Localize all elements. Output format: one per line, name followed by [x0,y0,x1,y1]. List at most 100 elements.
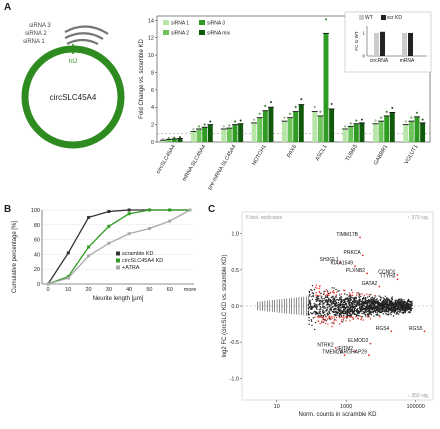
chart-c-highlight-point [334,347,337,349]
chart-c-gene-point [345,297,347,299]
chart-c-gene-point [307,304,309,306]
chart-c-gene-point [333,320,335,322]
chart-c-gene-point [383,305,386,308]
chart-c-gene-point [398,308,400,310]
chart-c-gene-point [330,316,333,318]
chart-c-gene-point [319,323,321,325]
chart-c-gene-point [382,306,384,308]
chart-c-gene-point [406,303,409,305]
chart-c-gene-point [401,299,403,301]
chart-c-gene-point [374,310,377,313]
replicate-point [344,125,347,128]
chart-c-gene-point [358,301,360,303]
bar [348,126,354,142]
chart-c-gene-point [338,299,340,301]
chart-c-ytick-label: -1.0 [230,376,239,382]
chart-c-gene-point [358,296,360,299]
chart-c-bottom-count: ↓ 350 sig. [408,393,429,399]
chart-c-gene-point [336,313,339,315]
replicate-point [269,101,272,104]
chart-c-gene-point [326,290,329,292]
chart-c-gene-point [370,300,372,303]
chart-c-gene-point [333,318,336,321]
chart-c-gene-point [345,316,347,318]
chart-c-gene-point [309,307,311,309]
chart-c-gene-point [325,296,327,299]
chart-c-gene-point [389,301,391,304]
chart-c-gene-point [317,295,319,298]
chart-c-gene-point [322,303,325,305]
chart-c-gene-point [319,305,321,308]
chart-c-gene-point [366,314,368,316]
chart-c-gene-point [346,298,348,301]
chart-c-gene-point [349,307,352,310]
chart-c-gene-point [338,289,340,292]
chart-c-gene-point [361,298,364,301]
chart-c-gene-point [363,308,366,310]
replicate-point [404,120,407,123]
chart-c-gene-point [318,312,321,315]
replicate-point [325,18,328,21]
chart-c-gene-point [361,316,363,318]
chart-c-gene-point [382,304,384,307]
chart-c-gene-point [309,308,311,310]
chart-c-gene-point [366,303,368,306]
chart-c-gene-point [330,306,332,308]
chart-c-highlight-point [423,330,426,333]
chart-c-gene-point [378,295,380,297]
chart-c-gene-point [311,284,314,287]
chart-c-gene-point [319,285,321,287]
chart-c-gene-point [323,319,326,322]
panel-label-b: B [4,204,12,215]
chart-c-gene-point [405,306,408,308]
chart-c-gene-point [402,311,405,314]
chart-c-gene-point [317,297,320,300]
chart-c-gene-point [409,310,411,313]
chart-c-gene-point [339,307,342,309]
legend-label: siRNA mix [207,31,231,37]
chart-c-gene-point [328,316,330,318]
chart-c-gene-point [354,299,356,301]
chart-c-gene-point [387,304,390,306]
chart-c-gene-point [350,316,353,318]
chart-c-gene-point [312,292,315,295]
chart-c-gene-point [395,300,397,302]
chart-c-gene-point [403,309,406,311]
replicate-point [167,137,170,140]
chart-c-gene-point [324,322,327,325]
chart-c-gene-point [366,305,368,307]
chart-c-gene-point [348,315,351,318]
chart-b-xtick-label: 60 [167,287,173,293]
chart-c-gene-point [351,294,354,296]
chart-c-gene-point [392,311,394,313]
chart-c-gene-point [396,309,398,311]
bar [317,115,323,142]
chart-c-gene-point [332,310,334,313]
chart-c-gene-point [340,296,343,298]
inset-bar-scr [408,32,413,56]
sirna-label-1: siRNA 1 [23,39,45,45]
chart-c-gene-point [311,298,314,300]
chart-c-gene-point [310,312,312,314]
chart-c-gene-point [320,292,322,295]
chart-c-gene-point [362,308,365,311]
bar [329,108,335,142]
chart-c-gene-point [381,302,383,304]
chart-c-gene-point [372,302,374,304]
chart-b-xlabel: Neurite length [µm] [93,296,144,302]
chart-c-gene-point [322,306,325,308]
chart-c-gene-point [312,295,315,298]
bar [384,115,390,142]
bar [372,123,378,142]
replicate-point [234,120,237,123]
chart-c-gene-point [341,316,343,318]
chart-b-point [127,208,131,212]
chart-c-gene-point [374,307,376,309]
chart-c-gene-point [338,304,340,306]
chart-c-gene-point [313,288,316,291]
chart-a-ytick-label: 4 [151,105,154,111]
chart-c-highlight-point [354,350,356,353]
chart-c-gene-point [338,308,341,311]
chart-c-gene-point [357,310,360,312]
